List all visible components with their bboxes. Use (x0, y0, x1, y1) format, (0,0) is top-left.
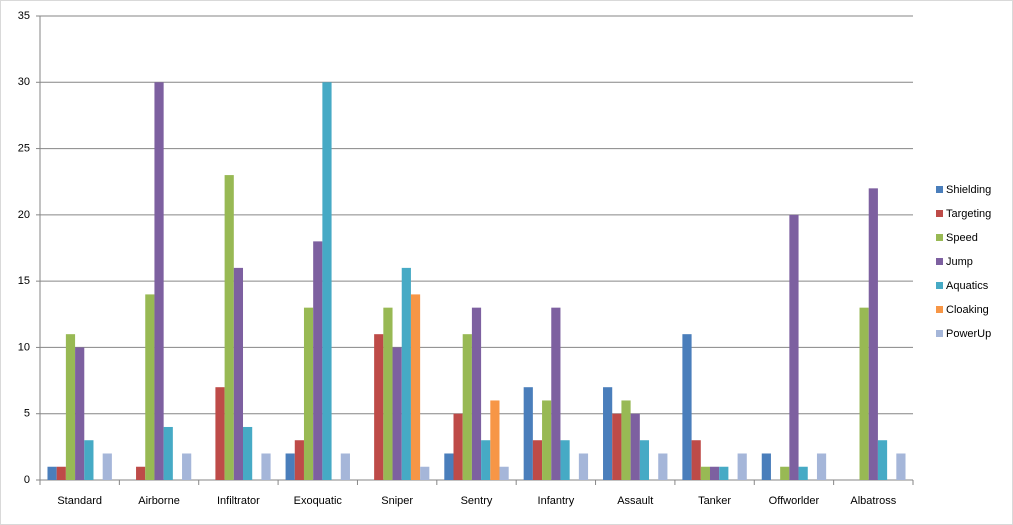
bar (401, 267, 411, 480)
bar (383, 307, 393, 480)
legend-label: Cloaking (946, 304, 989, 316)
legend-swatch (936, 234, 943, 241)
bar (551, 307, 561, 480)
x-tick-label: Exoquatic (294, 495, 343, 507)
bar (789, 214, 799, 480)
bar (578, 453, 589, 480)
bar (490, 400, 500, 480)
bar (560, 440, 570, 480)
bar (444, 453, 454, 480)
bar (233, 267, 244, 480)
legend-swatch (936, 186, 943, 193)
legend-label: Speed (946, 232, 978, 244)
x-tick-label: Infiltrator (217, 495, 260, 507)
bar (322, 82, 332, 481)
bar (630, 413, 640, 480)
y-tick-label: 35 (18, 10, 30, 22)
y-tick-label: 0 (24, 474, 30, 486)
legend-label: Shielding (946, 184, 991, 196)
bar (84, 440, 94, 480)
bar (163, 426, 173, 480)
legend-swatch (936, 210, 943, 217)
bar (761, 453, 771, 480)
bar (658, 453, 668, 480)
bar (420, 466, 430, 480)
x-tick-label: Standard (57, 495, 102, 507)
bar (340, 453, 350, 480)
x-tick-label: Airborne (138, 495, 180, 507)
x-tick-label: Sniper (381, 495, 413, 507)
bar (374, 334, 384, 480)
y-tick-label: 15 (18, 275, 30, 287)
bar (294, 440, 304, 480)
legend-swatch (936, 258, 943, 265)
bar (542, 400, 552, 480)
legend-swatch (936, 330, 943, 337)
legend-swatch (936, 282, 943, 289)
bar (215, 387, 225, 480)
bar (303, 307, 314, 480)
legend-label: Jump (946, 256, 973, 268)
y-tick-label: 30 (18, 76, 30, 88)
legend-label: PowerUp (946, 328, 991, 340)
bar (285, 453, 295, 480)
bar (462, 334, 472, 480)
bar (737, 453, 747, 480)
bar (145, 294, 155, 480)
bar (136, 466, 146, 480)
legend-label: Targeting (946, 208, 991, 220)
y-tick-label: 5 (24, 408, 30, 420)
bar (603, 387, 613, 480)
bar (719, 466, 729, 480)
bar (639, 440, 650, 480)
bar (523, 387, 533, 480)
bar (877, 440, 888, 480)
bar (243, 426, 253, 480)
y-tick-label: 10 (18, 341, 30, 353)
y-tick-label: 20 (18, 209, 30, 221)
bar (499, 466, 509, 480)
bar (471, 307, 482, 480)
bar (410, 294, 421, 480)
legend-swatch (936, 306, 943, 313)
bar (859, 307, 869, 480)
x-tick-label: Offworlder (769, 495, 820, 507)
bar (691, 440, 701, 480)
bar (700, 466, 710, 480)
x-tick-label: Assault (617, 495, 653, 507)
x-tick-label: Tanker (698, 495, 731, 507)
bar (481, 440, 491, 480)
y-tick-label: 25 (18, 142, 30, 154)
x-tick-label: Sentry (461, 495, 493, 507)
bar (65, 334, 76, 480)
bar (102, 453, 112, 480)
bar (816, 453, 827, 480)
bar (780, 466, 790, 480)
bar (682, 334, 692, 480)
bar (75, 347, 85, 480)
bar (154, 82, 164, 481)
bar (621, 400, 631, 480)
bar (532, 440, 543, 480)
bar (612, 413, 622, 480)
legend-label: Aquatics (946, 280, 989, 292)
bar (224, 175, 234, 481)
bar (798, 466, 808, 480)
x-tick-label: Albatross (850, 495, 896, 507)
bar (392, 347, 402, 480)
bar (261, 453, 271, 480)
bar (313, 241, 323, 480)
x-tick-label: Infantry (538, 495, 575, 507)
bar (47, 466, 57, 480)
bar (453, 413, 463, 480)
bar (868, 188, 878, 481)
bar (182, 453, 192, 480)
bar (709, 466, 720, 480)
bar (56, 466, 66, 480)
bar (896, 453, 906, 480)
